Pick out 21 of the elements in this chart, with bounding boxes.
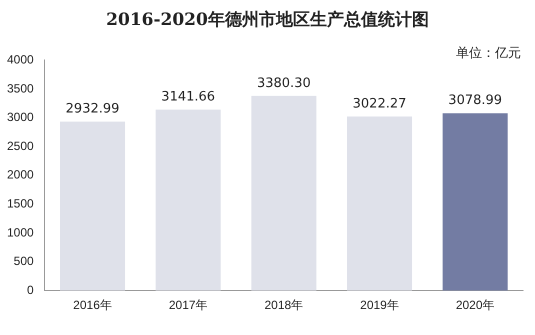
x-tick-label: 2016年 bbox=[73, 298, 112, 312]
y-tick-label: 3500 bbox=[6, 81, 34, 96]
data-label: 3141.66 bbox=[161, 90, 216, 105]
y-tick-label: 0 bbox=[27, 282, 34, 297]
data-label: 3022.27 bbox=[352, 96, 406, 112]
y-tick-label: 3000 bbox=[6, 110, 34, 124]
chart-title: 2016-2020年德州市地区生产总值统计图 bbox=[105, 9, 430, 31]
x-tick-label: 2017年 bbox=[168, 298, 208, 312]
annotation: 单位：亿元 bbox=[456, 45, 521, 62]
y-tick-label: 1500 bbox=[6, 196, 34, 211]
y-tick-label: 4000 bbox=[6, 52, 34, 67]
data-label: 3078.99 bbox=[448, 93, 502, 108]
x-tick-label: 2019年 bbox=[360, 298, 399, 312]
data-label: 3380.30 bbox=[256, 76, 311, 91]
x-tick-label: 2020年 bbox=[456, 298, 495, 312]
x-tick-label: 2018年 bbox=[264, 298, 304, 312]
data-label: 2932.99 bbox=[66, 102, 120, 117]
y-tick-label: 2500 bbox=[6, 138, 34, 153]
y-tick-label: 500 bbox=[14, 254, 34, 268]
y-tick-label: 2000 bbox=[6, 168, 34, 182]
y-tick-label: 1000 bbox=[6, 225, 34, 240]
